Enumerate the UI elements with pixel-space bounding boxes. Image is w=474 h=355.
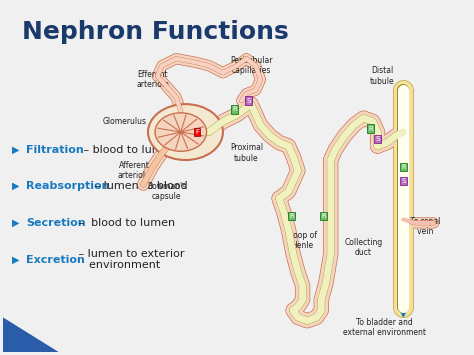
Circle shape: [148, 104, 223, 160]
Text: – blood to lumen: – blood to lumen: [80, 144, 177, 154]
Text: S: S: [375, 136, 380, 142]
Text: To bladder and
external environment: To bladder and external environment: [343, 318, 426, 338]
Text: R: R: [321, 213, 326, 219]
Text: R: R: [401, 164, 406, 170]
Polygon shape: [3, 317, 59, 352]
Text: →To renal
   vein: →To renal vein: [404, 217, 440, 236]
Text: – lumen to exterior
    environment: – lumen to exterior environment: [75, 249, 184, 271]
Text: Nephron Functions: Nephron Functions: [21, 20, 288, 44]
Text: Afferent
arteriole: Afferent arteriole: [118, 161, 150, 180]
Text: ▶: ▶: [12, 255, 19, 264]
Text: Reabsorption: Reabsorption: [26, 181, 109, 191]
Text: F: F: [195, 129, 199, 135]
Text: Distal
tubule: Distal tubule: [370, 66, 394, 86]
Text: ▶: ▶: [12, 218, 19, 228]
Text: Excretion: Excretion: [26, 255, 85, 264]
Text: – lumen to blood: – lumen to blood: [91, 181, 188, 191]
Text: S: S: [401, 178, 405, 184]
Text: R: R: [368, 126, 373, 132]
Text: Proximal
tubule: Proximal tubule: [230, 143, 263, 163]
Text: Filtration: Filtration: [26, 144, 84, 154]
Text: Collecting
duct: Collecting duct: [344, 238, 383, 257]
Text: ▶: ▶: [12, 144, 19, 154]
Text: Secretion: Secretion: [26, 218, 86, 228]
Text: Peritubular
capillaries: Peritubular capillaries: [230, 56, 272, 75]
Text: Glomerulus: Glomerulus: [102, 117, 146, 126]
Text: Efferent
arteriole: Efferent arteriole: [137, 70, 169, 89]
Text: R: R: [290, 213, 294, 219]
Text: R: R: [232, 106, 237, 113]
Text: –  blood to lumen: – blood to lumen: [75, 218, 175, 228]
Text: S: S: [246, 98, 251, 104]
Circle shape: [155, 113, 207, 151]
Text: Loop of
Henle: Loop of Henle: [289, 231, 317, 250]
Text: ▶: ▶: [12, 181, 19, 191]
Text: Bowman's
capsule: Bowman's capsule: [147, 182, 186, 201]
